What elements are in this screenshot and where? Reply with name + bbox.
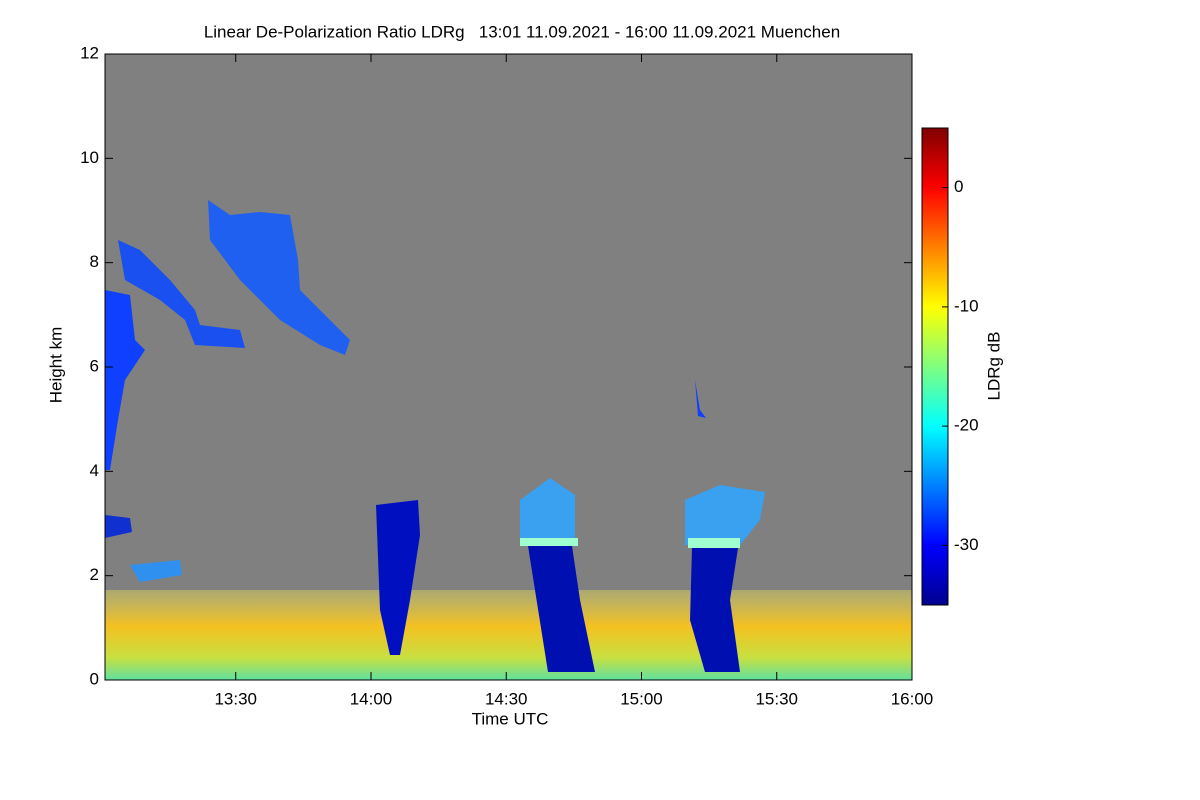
colorbar-tick-label: -30 xyxy=(954,535,979,554)
heatmap-region xyxy=(105,515,132,538)
heatmap-region xyxy=(130,560,182,582)
heatmap-region xyxy=(105,590,912,680)
heatmap-region xyxy=(105,290,145,470)
y-axis-label: Height km xyxy=(46,327,65,404)
heatmap-region xyxy=(688,538,740,548)
heatmap-background xyxy=(105,54,912,680)
y-tick-label: 8 xyxy=(90,252,99,271)
heatmap-region xyxy=(695,380,706,418)
x-axis-label: Time UTC xyxy=(472,709,549,728)
heatmap-region xyxy=(376,500,420,655)
heatmap-region xyxy=(685,485,765,545)
x-tick-label: 15:30 xyxy=(755,689,798,708)
x-tick-label: 14:00 xyxy=(350,689,393,708)
y-tick-label: 4 xyxy=(90,461,99,480)
colorbar-tick-label: -20 xyxy=(954,416,979,435)
heatmap-region xyxy=(118,240,245,348)
heatmap-region xyxy=(690,548,740,672)
heatmap-region xyxy=(520,538,578,546)
y-tick-label: 12 xyxy=(80,43,99,62)
y-tick-label: 0 xyxy=(90,669,99,688)
heatmap-region xyxy=(208,200,350,355)
heatmap-region xyxy=(528,546,595,672)
colorbar-tick-label: 0 xyxy=(954,177,963,196)
y-tick-label: 2 xyxy=(90,565,99,584)
heatmap-region xyxy=(520,478,575,545)
y-tick-label: 6 xyxy=(90,356,99,375)
colorbar-tick-label: -10 xyxy=(954,296,979,315)
colorbar xyxy=(921,127,949,606)
colorbar-label: LDRg dB xyxy=(984,332,1003,401)
x-tick-label: 15:00 xyxy=(620,689,663,708)
x-tick-label: 16:00 xyxy=(891,689,934,708)
plot-area xyxy=(104,53,913,681)
chart-title: Linear De-Polarization Ratio LDRg 13:01 … xyxy=(204,22,840,41)
x-tick-label: 14:30 xyxy=(485,689,528,708)
x-tick-label: 13:30 xyxy=(214,689,257,708)
y-tick-label: 10 xyxy=(80,148,99,167)
